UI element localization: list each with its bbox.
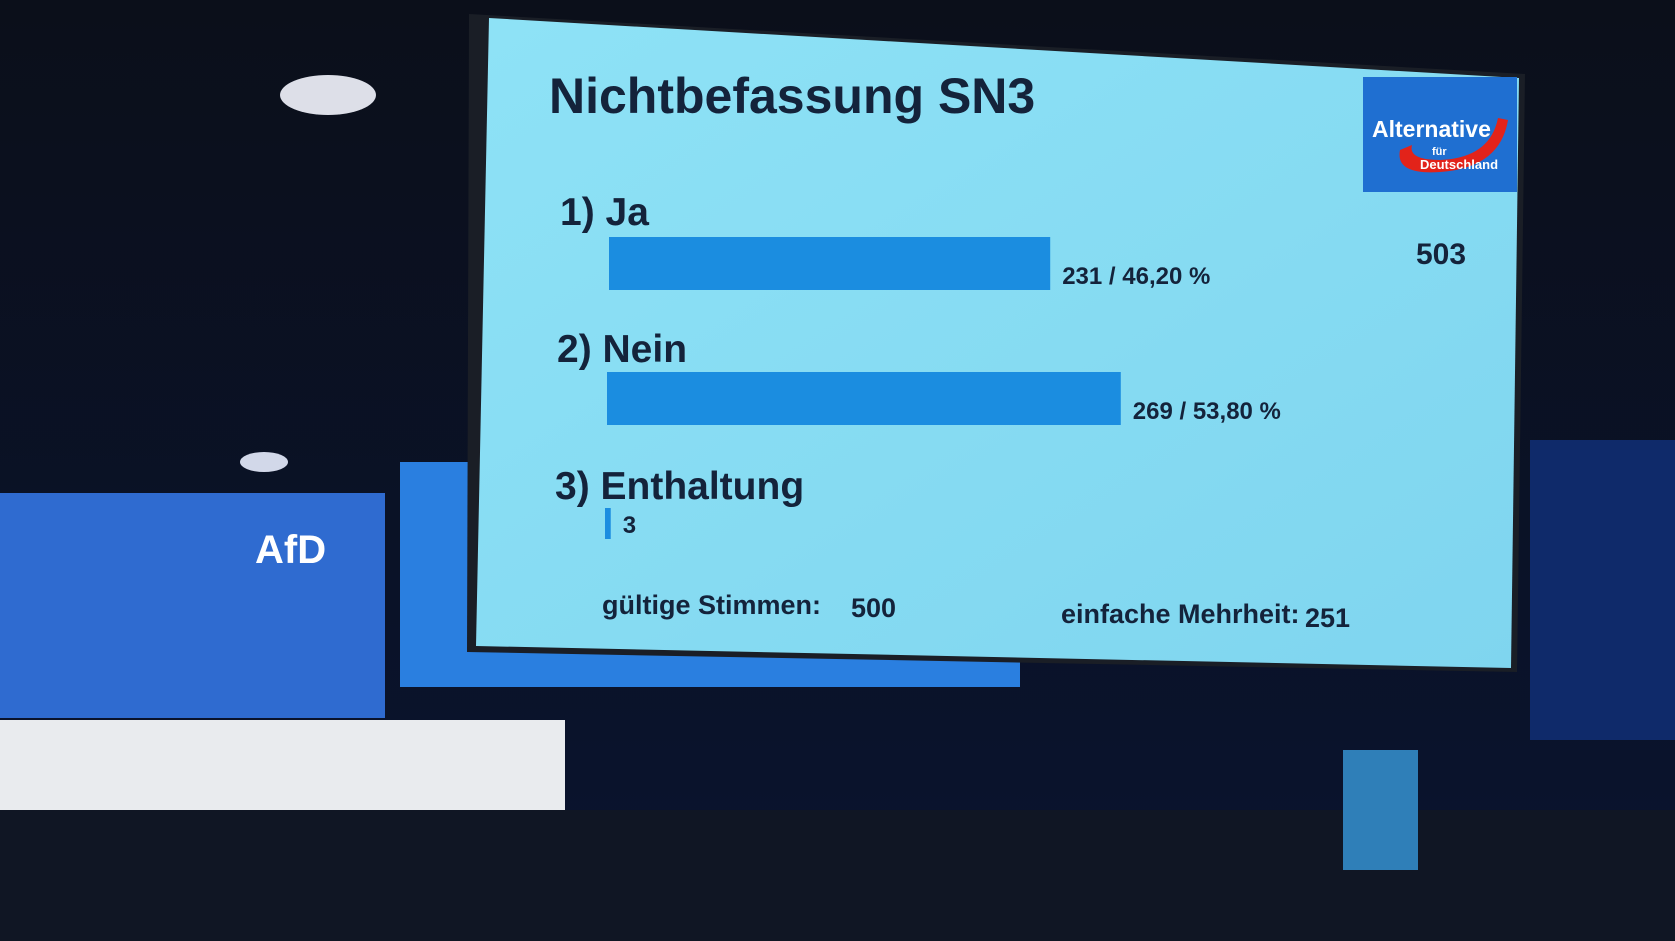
presidium-desk [0, 720, 565, 810]
bar [609, 237, 1051, 290]
value-label: 231 / 46,20 % [1062, 263, 1210, 290]
category-label: 2) Nein [557, 328, 687, 371]
audience [0, 810, 1675, 941]
logo-text: für [1432, 146, 1447, 158]
stand-banner [1343, 750, 1418, 870]
stage-banner: AfD [255, 528, 326, 572]
majority: 251 [1305, 603, 1350, 633]
total-count: 503 [1416, 238, 1466, 271]
bar [607, 372, 1121, 425]
spotlight [280, 75, 376, 115]
value-label: 3 [623, 512, 636, 539]
category-label: 3) Enthaltung [555, 465, 804, 508]
screen [476, 18, 1519, 668]
majority-label: einfache Mehrheit: [1061, 599, 1300, 629]
valid-votes: 500 [851, 593, 896, 623]
value-label: 269 / 53,80 % [1133, 398, 1281, 425]
spotlight [240, 452, 288, 472]
valid-votes-label: gültige Stimmen: [602, 590, 821, 620]
logo-text: Alternative [1372, 116, 1491, 142]
side-wall [1530, 440, 1675, 740]
logo-box [1363, 77, 1517, 192]
category-label: 1) Ja [560, 191, 649, 234]
logo-text: Deutschland [1420, 157, 1498, 172]
bar [605, 508, 611, 539]
stage-wall [0, 493, 385, 718]
chart-title: Nichtbefassung SN3 [549, 68, 1035, 124]
logo-swoosh [1399, 118, 1508, 173]
